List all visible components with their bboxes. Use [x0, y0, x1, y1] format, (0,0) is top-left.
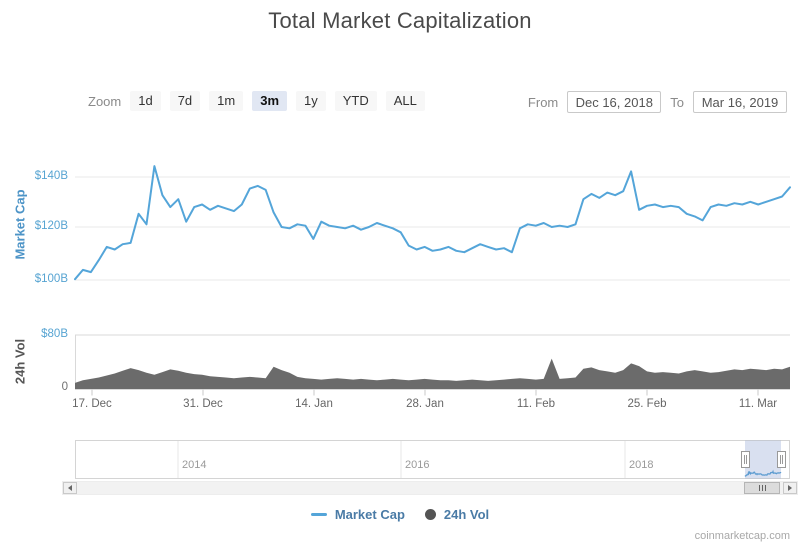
x-tick-label: 11. Mar — [738, 398, 778, 410]
navigator-year-label: 2018 — [629, 459, 654, 471]
zoom-label: Zoom — [88, 93, 122, 109]
range-selector-dates-group: From To — [528, 91, 787, 113]
chart-title: Total Market Capitalization — [268, 8, 532, 33]
to-label: To — [670, 94, 684, 110]
navigator-handle-left[interactable] — [741, 451, 750, 468]
y-tick-120b: $120B — [34, 220, 68, 232]
scrollbar-left-arrow-button[interactable] — [63, 482, 77, 494]
navigator-scrollbar[interactable] — [62, 481, 798, 495]
zoom-button-7d[interactable]: 7d — [169, 91, 201, 111]
zoom-button-1y[interactable]: 1y — [296, 91, 326, 111]
y-tick-80b: $80B — [41, 328, 68, 340]
y-tick-140b: $140B — [34, 170, 68, 182]
zoom-button-1d[interactable]: 1d — [130, 91, 161, 111]
x-tick-label: 14. Jan — [295, 398, 333, 410]
market-cap-line-series — [74, 165, 791, 281]
legend: Market Cap 24h Vol — [0, 507, 800, 522]
x-axis-ticks — [91, 389, 759, 396]
thumb-grip-icon — [758, 485, 760, 491]
x-tick-label: 28. Jan — [406, 398, 444, 410]
scrollbar-thumb[interactable] — [744, 482, 780, 494]
legend-item-24h-vol[interactable]: 24h Vol — [424, 507, 489, 522]
navigator-year-label: 2014 — [182, 459, 207, 471]
zoom-button-1m[interactable]: 1m — [209, 91, 244, 111]
from-label: From — [527, 94, 559, 110]
to-date-input[interactable] — [693, 91, 787, 113]
zoom-button-3m[interactable]: 3m — [252, 91, 288, 111]
navigator-line-series — [744, 469, 782, 477]
y-tick-100b: $100B — [34, 273, 68, 285]
right-arrow-icon — [788, 485, 792, 491]
range-selector-zoom-group: Zoom 1d 7d 1m 3m 1y YTD ALL — [88, 91, 425, 111]
volume-area-series — [75, 358, 790, 389]
navigator-selected-range[interactable] — [745, 440, 781, 479]
zoom-button-ytd[interactable]: YTD — [334, 91, 377, 111]
left-arrow-icon — [68, 485, 72, 491]
x-tick-label: 25. Feb — [627, 398, 667, 410]
navigator-gridlines — [177, 441, 626, 478]
navigator-handle-right[interactable] — [777, 451, 786, 468]
x-tick-label: 11. Feb — [516, 398, 556, 410]
scrollbar-right-arrow-button[interactable] — [783, 482, 797, 494]
line-marker-icon — [310, 513, 327, 516]
x-tick-label: 17. Dec — [72, 398, 112, 410]
circle-marker-icon — [424, 509, 436, 520]
thumb-grip-icon — [764, 485, 766, 491]
thumb-grip-icon — [761, 485, 763, 491]
navigator-outline — [75, 440, 790, 479]
from-date-input[interactable] — [567, 91, 662, 113]
navigator-year-label: 2016 — [405, 459, 430, 471]
zoom-button-all[interactable]: ALL — [385, 91, 425, 111]
watermark: coinmarketcap.com — [694, 530, 790, 542]
legend-item-market-cap[interactable]: Market Cap — [310, 507, 405, 522]
x-tick-label: 31. Dec — [183, 398, 223, 410]
y-tick-0: 0 — [61, 381, 68, 393]
